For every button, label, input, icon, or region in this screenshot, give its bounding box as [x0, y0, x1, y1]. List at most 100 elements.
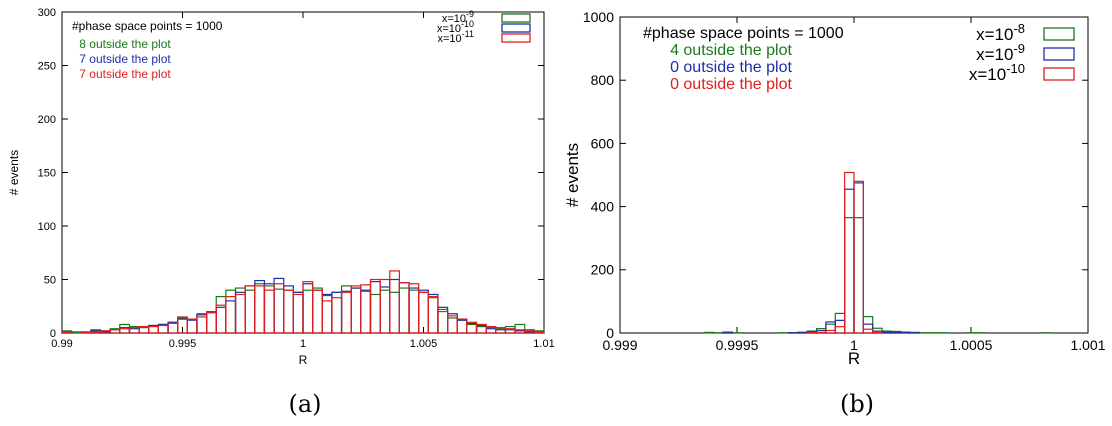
histogram-bar	[448, 318, 458, 333]
histogram-bar	[187, 320, 197, 333]
histogram-bar	[457, 320, 467, 333]
histogram-bar	[168, 323, 178, 333]
histogram-bar	[293, 294, 303, 333]
histogram-bar	[854, 181, 863, 333]
x-tick-label: 0.999	[602, 337, 637, 353]
histogram-bar	[826, 330, 835, 333]
histogram-bar	[419, 292, 429, 333]
histogram-bar	[390, 271, 400, 333]
y-tick-label: 400	[591, 199, 615, 215]
histogram-bar	[351, 288, 361, 333]
histogram-bar	[110, 330, 120, 333]
histogram-bar	[873, 332, 882, 333]
histogram-bar	[226, 297, 236, 333]
histogram-bar	[390, 280, 400, 334]
histogram-bar	[845, 172, 854, 333]
y-tick-label: 250	[38, 60, 56, 72]
histogram-bar	[835, 327, 844, 333]
histogram-bar	[351, 286, 361, 333]
histogram-bar	[817, 332, 826, 333]
histogram-bar	[284, 290, 294, 333]
histogram-bar	[448, 314, 458, 333]
legend-swatch	[502, 24, 530, 32]
histogram-bar	[81, 332, 91, 333]
legend-swatch	[502, 34, 530, 42]
phase-space-annotation: #phase space points = 1000	[72, 19, 223, 33]
outside-count-note: 8 outside the plot	[79, 37, 171, 51]
histogram-bar	[428, 297, 438, 333]
histogram-bar	[245, 286, 255, 333]
histogram-bar	[245, 290, 255, 333]
x-tick-label: 1.01	[533, 338, 554, 350]
histogram-bar	[845, 189, 854, 333]
outside-count-note: 4 outside the plot	[670, 42, 792, 59]
histogram-bar	[399, 283, 409, 333]
histogram-bar	[854, 183, 863, 333]
histogram-bar	[274, 289, 284, 333]
legend-swatch	[1044, 68, 1074, 80]
histogram-bar	[515, 324, 525, 333]
histogram-bar	[293, 292, 303, 333]
histogram-bar	[216, 307, 226, 333]
histogram-bar	[264, 290, 274, 333]
x-tick-label: 1.001	[1070, 337, 1105, 353]
histogram-bar	[255, 286, 265, 333]
histogram-bar	[835, 313, 844, 333]
histogram-bar	[313, 290, 323, 333]
histogram-bar	[798, 332, 807, 333]
histogram-bar	[457, 320, 467, 333]
histogram-bar	[216, 297, 226, 333]
histogram-bar	[409, 288, 419, 333]
histogram-bar	[863, 324, 872, 333]
histogram-bar	[255, 284, 265, 333]
histogram-bar	[370, 294, 380, 333]
legend-swatch	[502, 14, 530, 22]
y-tick-label: 1000	[583, 9, 614, 25]
histogram-bar	[342, 292, 352, 333]
histogram-bar	[399, 288, 409, 333]
histogram-bar	[419, 292, 429, 333]
x-tick-label: 0.995	[169, 338, 197, 350]
histogram-bar	[313, 288, 323, 333]
legend-entry-label: x=10-10	[969, 61, 1025, 85]
histogram-bar	[486, 329, 496, 333]
histogram-bar	[216, 305, 226, 333]
histogram-bar	[361, 291, 371, 333]
histogram-bar	[322, 301, 332, 333]
histogram-bar	[370, 280, 380, 334]
histogram-bar	[351, 288, 361, 333]
histogram-bar	[91, 332, 101, 333]
histogram-bar	[274, 278, 284, 333]
outside-count-note: 0 outside the plot	[670, 59, 792, 76]
series-2-bars	[723, 183, 920, 333]
histogram-bar	[891, 332, 900, 333]
histogram-bar	[390, 292, 400, 333]
histogram-bar	[284, 286, 294, 333]
histogram-bar	[226, 301, 236, 333]
histogram-bar	[332, 292, 342, 333]
histogram-bar	[274, 284, 284, 333]
histogram-bar	[139, 328, 149, 333]
y-axis-label: # events	[7, 150, 21, 195]
histogram-bar	[845, 218, 854, 333]
histogram-bar	[409, 290, 419, 333]
outside-count-note: 0 outside the plot	[670, 76, 792, 93]
histogram-bar	[120, 329, 130, 333]
histogram-bar	[129, 329, 139, 333]
series-1-bars	[704, 218, 1050, 333]
histogram-bar	[380, 287, 390, 333]
histogram-bar	[293, 292, 303, 333]
legend-swatch	[1044, 28, 1074, 40]
x-tick-label: 0.99	[51, 338, 72, 350]
histogram-bar	[826, 324, 835, 333]
histogram-bar	[361, 285, 371, 333]
x-tick-label: 1.005	[410, 338, 438, 350]
histogram-bar	[284, 290, 294, 333]
panel-caption-a: (a)	[288, 390, 321, 418]
x-axis-label: R	[848, 349, 860, 368]
histogram-bar	[438, 312, 448, 333]
histogram-bar	[72, 332, 82, 333]
